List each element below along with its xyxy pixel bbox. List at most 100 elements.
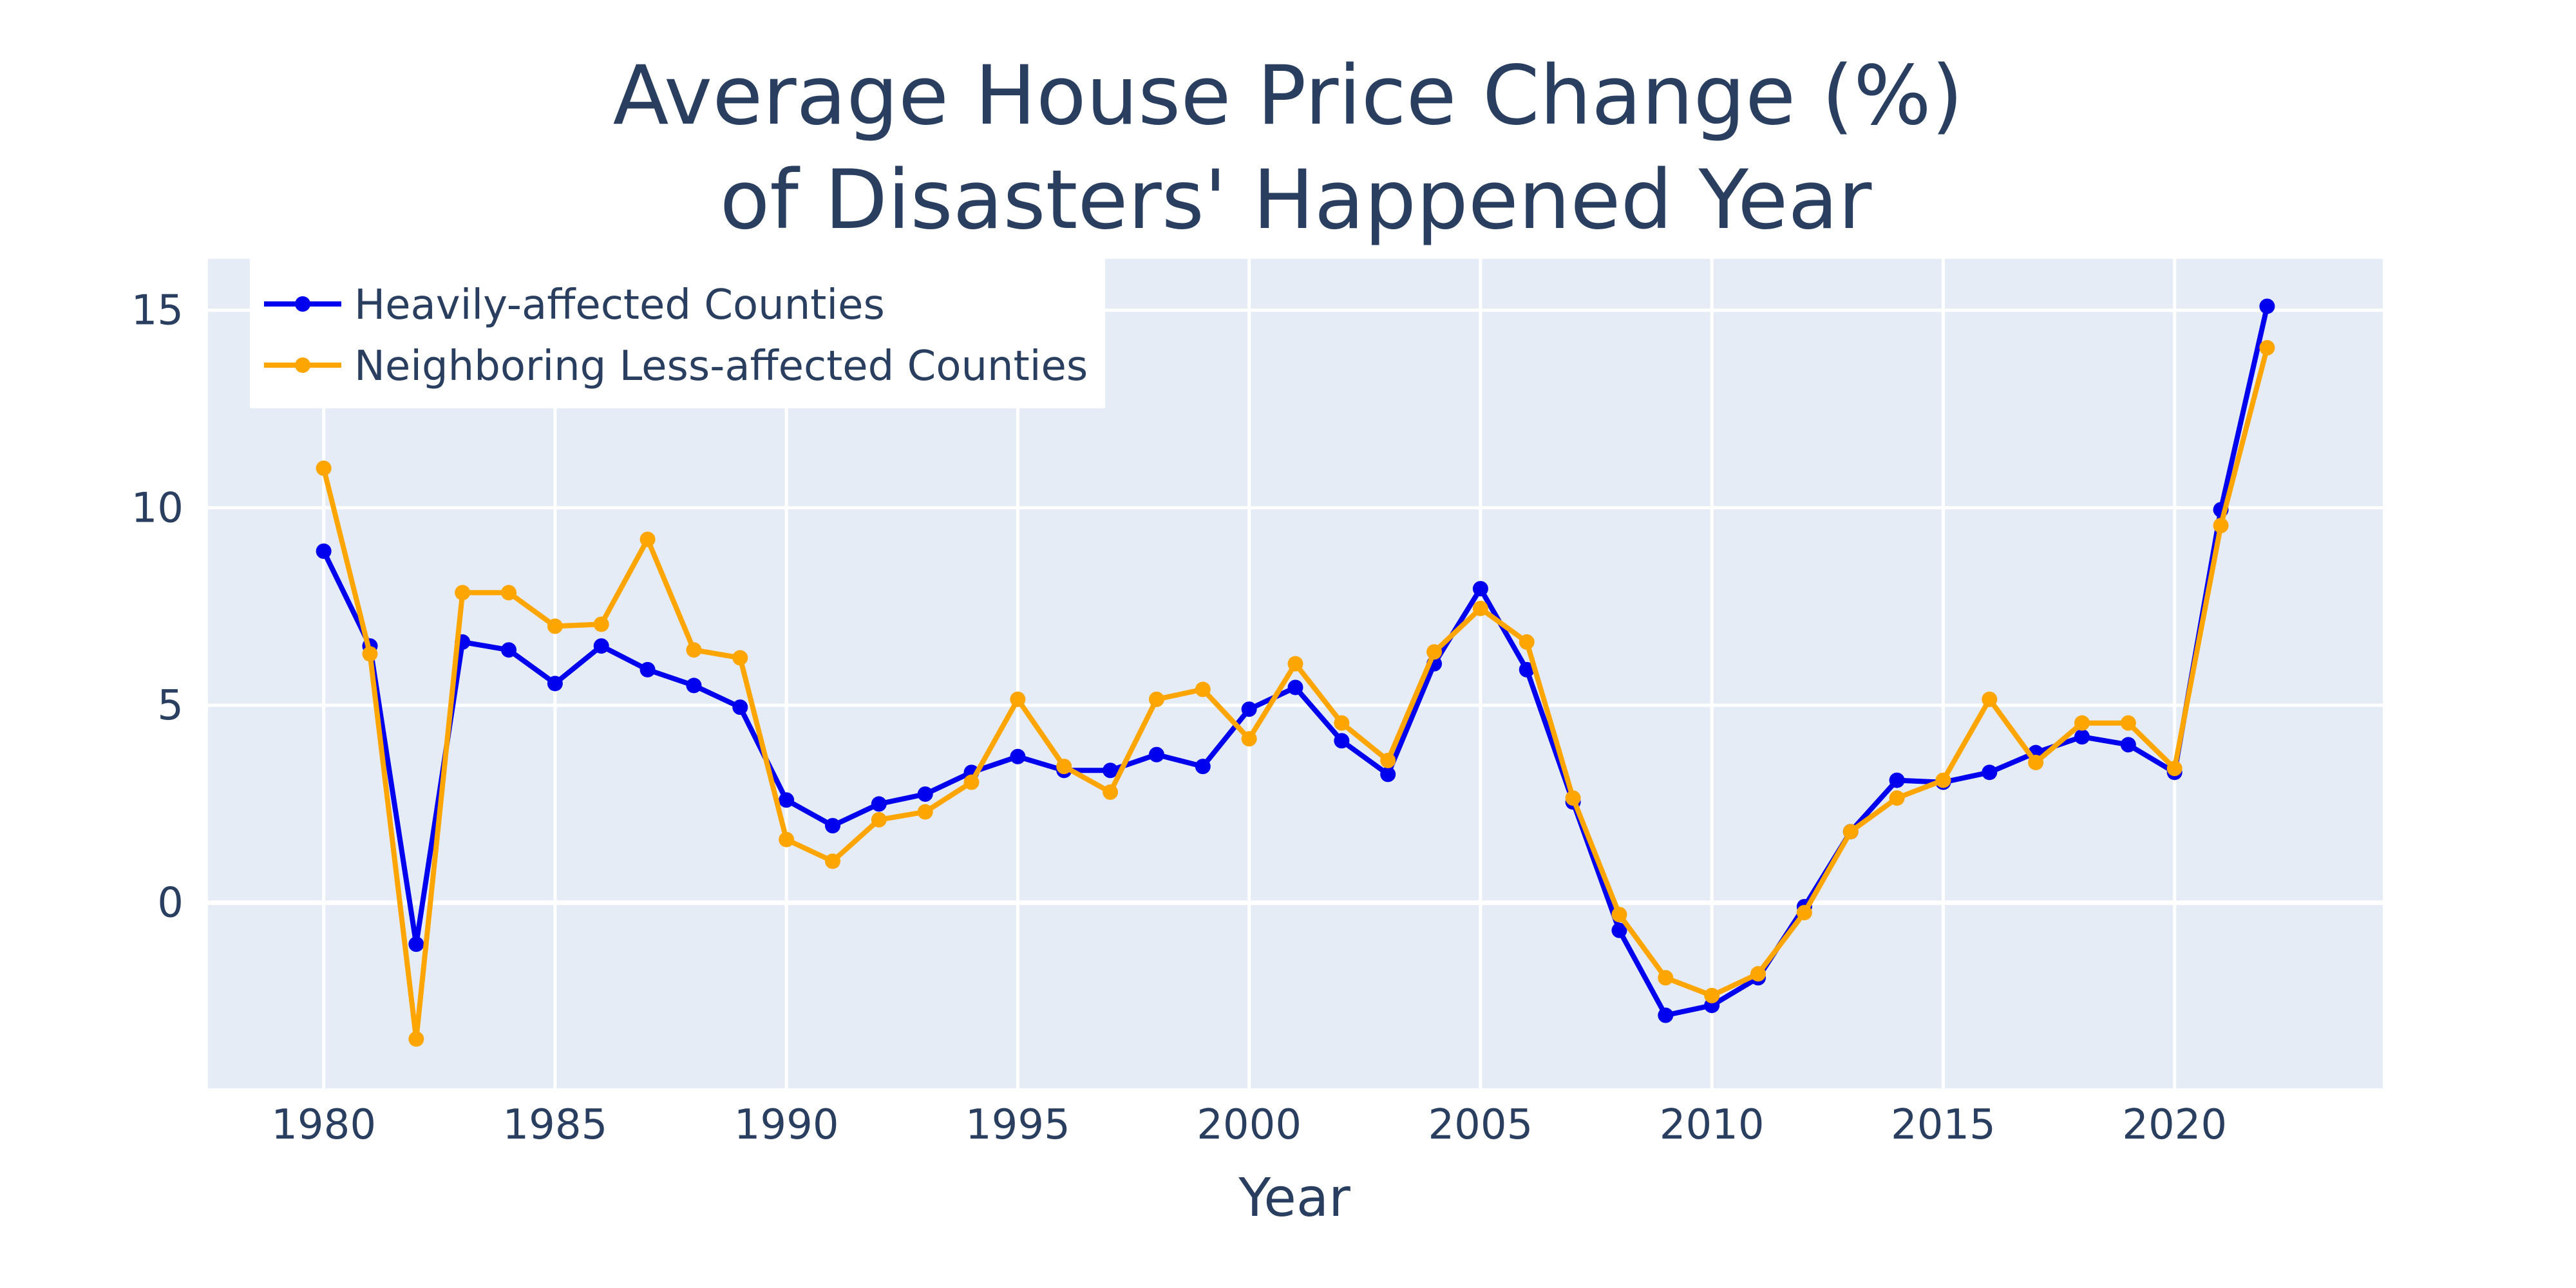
series-1-point [1056,759,1072,775]
series-1-point [1658,970,1674,986]
chart-title: Average House Price Change (%) of Disast… [613,48,1964,247]
series-1-point [917,804,933,820]
series-0-point [871,796,887,812]
legend-background [250,259,1105,408]
series-1-point [1195,681,1211,697]
x-axis-title: Year [1238,1168,1350,1229]
legend-label-heavily-affected: Heavily-affected Counties [354,281,885,329]
series-1-point [824,853,840,869]
series-1-point [2074,715,2090,731]
series-1-point [593,616,609,632]
series-1-point [963,774,980,790]
series-1-point [501,585,517,601]
y-tick-label: 5 [157,682,184,730]
series-0-point [1010,748,1026,764]
series-0-point [1148,746,1164,762]
series-0-point [1241,701,1257,717]
series-1-point [779,831,795,848]
x-tick-label: 2005 [1428,1101,1533,1149]
series-1-point [2166,761,2183,777]
series-1-point [1426,644,1443,660]
series-0-point [1982,764,1998,781]
series-layer [316,298,2275,1047]
series-0-point [2259,298,2275,314]
series-0-point [1658,1007,1674,1023]
series-1-point [1380,752,1396,768]
x-tick-label: 2000 [1197,1101,1302,1149]
series-1-point [2028,755,2044,770]
series-1-point [1704,987,1720,1003]
series-1-point [1103,784,1119,800]
chart-title-line-2: of Disasters' Happened Year [720,152,1873,247]
series-0-point [2074,729,2090,745]
legend: Heavily-affected Counties Neighboring Le… [250,259,1105,408]
series-1-point [1287,656,1303,672]
series-1-point [1889,790,1905,806]
series-1-point [1611,907,1627,923]
x-tick-label: 1985 [502,1101,607,1149]
series-1-point [1982,691,1998,707]
series-1-point [1241,731,1257,747]
series-0-point [593,638,609,654]
series-1-point [1472,600,1488,616]
series-1-point [455,585,471,601]
series-1-point [1334,715,1350,731]
series-0-point [1195,759,1211,775]
y-tick-label: 10 [131,484,184,532]
series-1-point [2213,518,2229,533]
series-1-point [639,531,656,547]
series-1-point [686,642,702,658]
series-0-point [1287,679,1303,696]
series-1-point [1796,905,1812,921]
x-tick-label: 1980 [271,1101,376,1149]
series-0-point [779,792,795,808]
series-1-point [2120,715,2136,731]
x-tick-label: 2020 [2122,1101,2227,1149]
series-1-point [2259,340,2275,355]
series-1-point [1148,691,1164,707]
series-1-point [1935,772,1951,788]
x-tick-label: 1995 [965,1101,1070,1149]
series-0-point [824,818,840,834]
series-0-point [1334,733,1350,749]
series-0-point [501,642,517,658]
chart-title-line-1: Average House Price Change (%) [613,48,1964,143]
series-0-point [732,699,748,715]
series-0-point [2120,737,2136,753]
series-1-point [1750,966,1766,982]
series-0-point [408,936,424,952]
series-0-point [1519,661,1535,677]
series-0-point [1889,772,1905,788]
series-0-point [639,661,656,677]
x-tick-label: 1990 [734,1101,839,1149]
legend-marker-neighboring [295,357,310,373]
legend-item-heavily-affected: Heavily-affected Counties [264,281,885,329]
series-0-point [917,786,933,802]
series-0-point [1380,766,1396,782]
y-tick-label: 15 [131,287,184,335]
series-0-point [1103,762,1119,779]
series-1-point [1565,790,1581,806]
series-1-point [362,646,378,662]
legend-marker-heavily-affected [295,296,310,312]
y-axis-ticks: 0 5 10 15 [131,287,184,927]
series-0-point [686,677,702,694]
series-1-point [316,460,332,477]
x-tick-label: 2015 [1891,1101,1996,1149]
series-0-point [547,676,563,692]
series-1-point [1842,824,1859,840]
series-0-point [1472,581,1488,597]
series-1-point [871,811,887,828]
series-1-point [1519,634,1535,650]
series-0-point [316,543,332,559]
series-0-point [1611,922,1627,938]
series-1-point [732,650,748,666]
y-tick-label: 0 [157,880,184,927]
legend-item-neighboring: Neighboring Less-affected Counties [264,343,1088,390]
legend-label-neighboring: Neighboring Less-affected Counties [354,343,1088,390]
x-tick-label: 2010 [1660,1101,1765,1149]
series-1-point [408,1031,424,1047]
x-axis-ticks: 1980 1985 1990 1995 2000 2005 2010 2015 2020 [271,1101,2227,1149]
